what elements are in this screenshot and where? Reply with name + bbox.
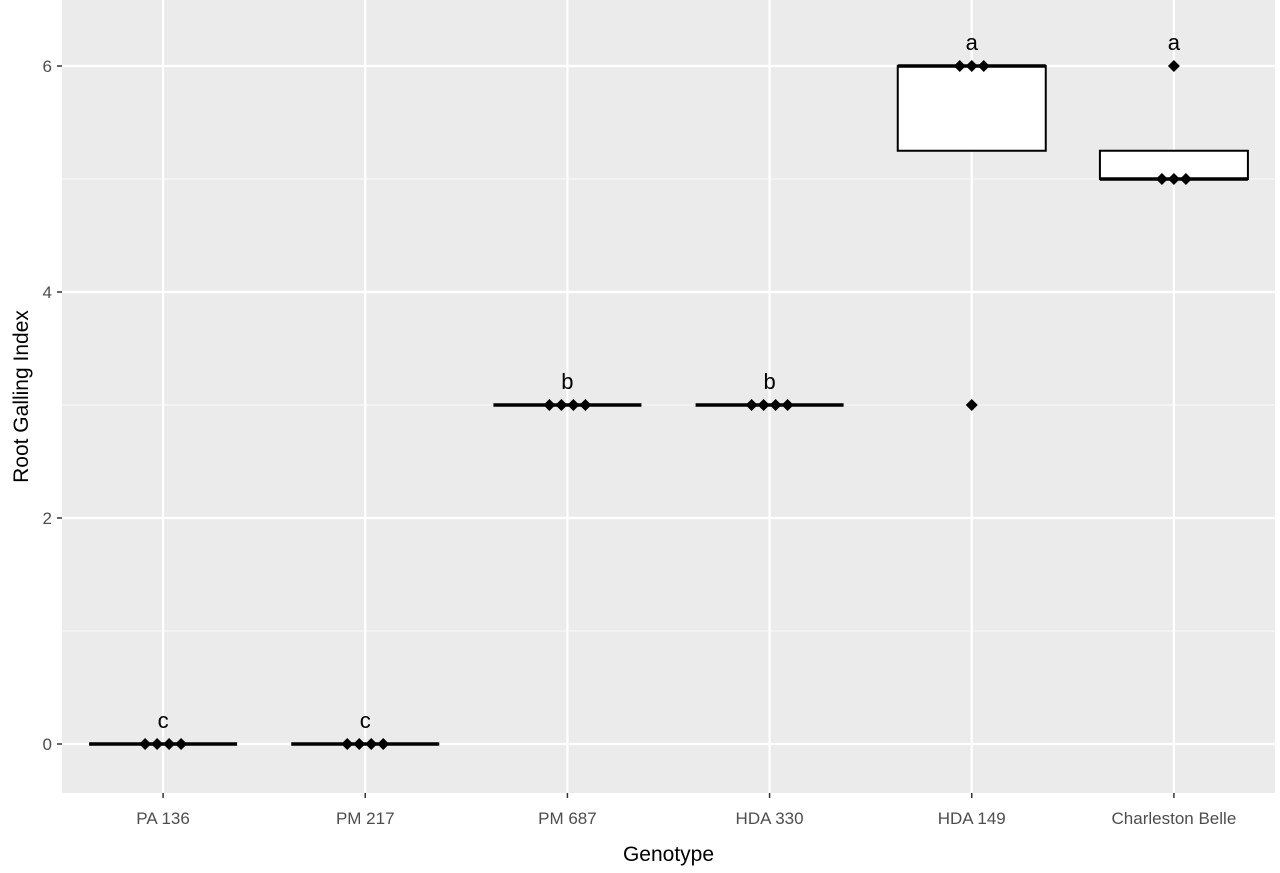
data-point xyxy=(163,738,176,750)
data-point xyxy=(579,399,592,411)
y-axis-title: Root Galling Index xyxy=(10,310,33,483)
data-point xyxy=(175,738,188,750)
significance-letter: a xyxy=(1168,30,1181,55)
data-point xyxy=(953,60,966,72)
data-point xyxy=(1167,173,1180,185)
significance-letter: b xyxy=(763,369,775,394)
box-hda-330: b xyxy=(695,369,844,411)
significance-letter: b xyxy=(561,369,573,394)
data-point xyxy=(353,738,366,750)
y-tick-label: 2 xyxy=(43,509,52,528)
data-point xyxy=(365,738,378,750)
data-point xyxy=(745,399,758,411)
x-tick-label: PM 217 xyxy=(336,809,395,828)
data-point xyxy=(543,399,556,411)
data-point xyxy=(567,399,580,411)
x-tick-label: HDA 149 xyxy=(938,809,1006,828)
x-tick-label: HDA 330 xyxy=(736,809,804,828)
data-point xyxy=(151,738,164,750)
data-point xyxy=(555,399,568,411)
data-point xyxy=(781,399,794,411)
significance-letter: a xyxy=(966,30,979,55)
box-pm-687: b xyxy=(493,369,642,411)
significance-letter: c xyxy=(360,708,371,733)
data-point xyxy=(341,738,354,750)
x-axis-title: Genotype xyxy=(623,843,714,866)
data-point xyxy=(1155,173,1168,185)
plot-panel xyxy=(62,0,1275,793)
data-point xyxy=(377,738,390,750)
data-point xyxy=(769,399,782,411)
box-hda-149: a xyxy=(896,30,1047,411)
significance-letter: c xyxy=(158,708,169,733)
y-tick-label: 6 xyxy=(43,57,52,76)
x-tick-label: PM 687 xyxy=(538,809,597,828)
x-tick-label: Charleston Belle xyxy=(1112,809,1237,828)
box-pa-136: c xyxy=(89,708,238,750)
x-tick-label: PA 136 xyxy=(136,809,190,828)
box-pm-217: c xyxy=(291,708,440,750)
y-tick-label: 4 xyxy=(43,283,52,302)
data-point xyxy=(965,399,978,411)
box xyxy=(896,65,1047,152)
data-point xyxy=(139,738,152,750)
y-tick-label: 0 xyxy=(43,735,52,754)
data-point xyxy=(965,60,978,72)
data-point xyxy=(757,399,770,411)
data-point xyxy=(1167,60,1180,72)
data-point xyxy=(977,60,990,72)
box-charleston-belle: a xyxy=(1098,30,1249,185)
data-point xyxy=(1179,173,1192,185)
